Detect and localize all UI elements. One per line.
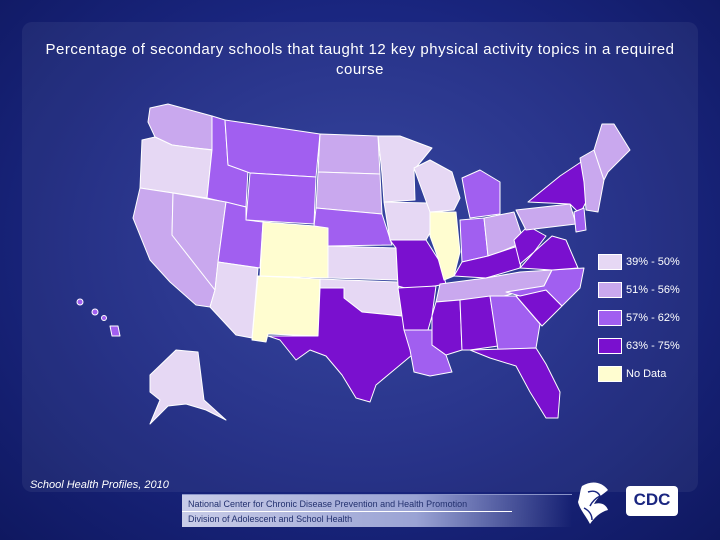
state-co[interactable] bbox=[259, 221, 329, 279]
state-al[interactable] bbox=[459, 295, 499, 351]
legend-label: 51% - 56% bbox=[626, 284, 680, 296]
legend-swatch bbox=[598, 366, 622, 382]
legend-label: 63% - 75% bbox=[626, 340, 680, 352]
state-ks[interactable] bbox=[327, 245, 399, 281]
legend-label: 39% - 50% bbox=[626, 256, 680, 268]
logo-area bbox=[574, 474, 686, 530]
state-wy[interactable] bbox=[245, 172, 317, 225]
state-in[interactable] bbox=[459, 217, 489, 263]
state-nj[interactable] bbox=[573, 207, 587, 233]
legend-swatch bbox=[598, 338, 622, 354]
state-mn[interactable] bbox=[377, 135, 433, 203]
source-citation: School Health Profiles, 2010 bbox=[30, 479, 169, 491]
state-az[interactable] bbox=[209, 261, 259, 339]
state-oh[interactable] bbox=[483, 211, 525, 257]
state-ky[interactable] bbox=[453, 243, 525, 279]
state-ak[interactable] bbox=[149, 349, 227, 425]
state-mi[interactable] bbox=[461, 169, 501, 219]
legend-swatch bbox=[598, 282, 622, 298]
legend-swatch bbox=[598, 310, 622, 326]
state-ar[interactable] bbox=[397, 285, 437, 331]
state-il[interactable] bbox=[429, 211, 461, 281]
state-nd[interactable] bbox=[317, 133, 381, 175]
state-fl[interactable] bbox=[469, 347, 561, 419]
hhs-eagle-seal-icon bbox=[578, 482, 608, 524]
hawaii-island-1[interactable] bbox=[76, 298, 84, 306]
footer-bar: National Center for Chronic Disease Prev… bbox=[182, 494, 572, 527]
legend-label: No Data bbox=[626, 368, 667, 380]
footer-center-name: National Center for Chronic Disease Prev… bbox=[188, 499, 468, 509]
legend-label: 57% - 62% bbox=[626, 312, 680, 324]
state-mt[interactable] bbox=[224, 119, 321, 178]
footer-division-name: Division of Adolescent and School Health bbox=[188, 514, 353, 524]
cdc-logo-text: CDC bbox=[633, 490, 671, 509]
cdc-logo-icon: CDC bbox=[626, 486, 678, 516]
page-title: Percentage of secondary schools that tau… bbox=[45, 41, 675, 78]
state-pa[interactable] bbox=[515, 203, 577, 231]
state-ms[interactable] bbox=[431, 299, 463, 356]
legend-swatch bbox=[598, 254, 622, 270]
state-nc[interactable] bbox=[505, 267, 585, 307]
state-tx[interactable] bbox=[267, 287, 413, 403]
state-hi[interactable] bbox=[109, 325, 121, 337]
hawaii-island-2[interactable] bbox=[91, 308, 99, 316]
state-nm[interactable] bbox=[251, 275, 321, 343]
state-me[interactable] bbox=[593, 123, 631, 181]
state-sd[interactable] bbox=[315, 171, 383, 215]
footer-divider bbox=[182, 511, 512, 512]
hawaii-island-3[interactable] bbox=[101, 315, 107, 321]
